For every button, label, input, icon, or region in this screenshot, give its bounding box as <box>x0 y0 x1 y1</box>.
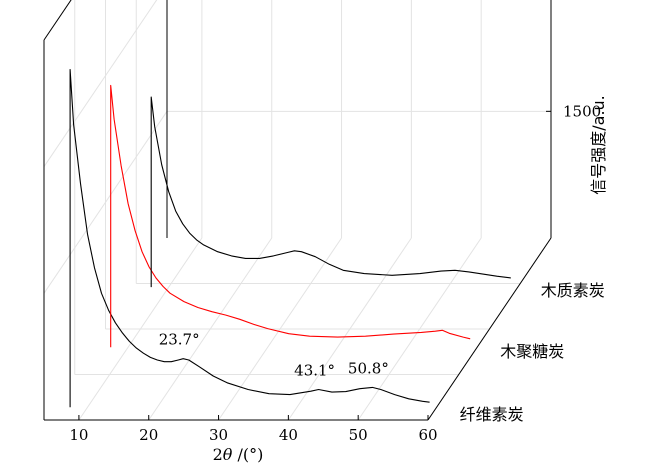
series-label-1: 木聚糖炭 <box>500 342 564 361</box>
z-tick-label: 1500 <box>563 102 601 120</box>
left-top-edge <box>43 0 72 41</box>
axes <box>43 0 552 421</box>
x-tick-label: 40 <box>279 426 298 444</box>
peak-annotation-1: 43.1° <box>294 362 335 380</box>
x-axis-title-suffix: /(°) <box>232 445 263 464</box>
x-axis-title-theta: θ <box>223 445 233 464</box>
x-tick-label: 30 <box>209 426 228 444</box>
left-grid-z-0 <box>43 111 168 294</box>
x-tick-label: 50 <box>349 426 368 444</box>
x-axis-title: 2θ /(°) <box>213 445 264 464</box>
left-grid-z-1 <box>43 0 158 167</box>
peak-annotation-2: 50.8° <box>348 359 389 377</box>
depth-axis-line <box>427 237 552 421</box>
series-group <box>69 68 511 408</box>
x-axis-title-prefix: 2 <box>213 445 223 464</box>
series-label-0: 纤维素炭 <box>460 405 524 424</box>
series-label-2: 木质素炭 <box>541 281 605 300</box>
x-tick-label: 20 <box>139 426 158 444</box>
series-line-2 <box>150 96 511 288</box>
x-tick-label: 10 <box>69 426 88 444</box>
x-tick-label: 60 <box>418 426 437 444</box>
grid <box>43 0 552 421</box>
series-line-0 <box>69 68 430 408</box>
z-axis-title: 信号强度/a.u. <box>589 95 608 195</box>
peak-annotation-0: 23.7° <box>159 331 200 349</box>
labels-group: 1020304050601500300045002θ /(°)信号强度/a.u.… <box>69 95 608 464</box>
series-line-1 <box>110 84 471 348</box>
